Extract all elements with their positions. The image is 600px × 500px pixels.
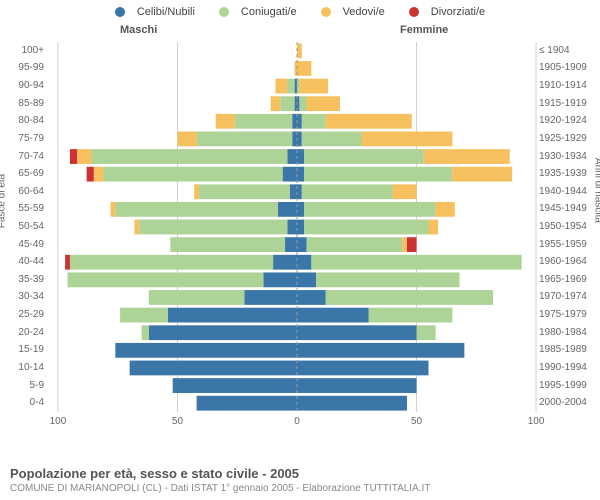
chart-title-block: Popolazione per età, sesso e stato civil… <box>10 466 590 494</box>
x-tick-label: 0 <box>294 416 300 427</box>
legend-item: Coniugati/e <box>213 6 303 18</box>
legend-label: Celibi/Nubili <box>137 6 195 18</box>
birth-year-label: 1940-1944 <box>539 186 594 197</box>
age-label: 35-39 <box>6 274 44 285</box>
birth-year-label: 1905-1909 <box>539 62 594 73</box>
birth-year-label: 1950-1954 <box>539 221 594 232</box>
age-label: 85-89 <box>6 98 44 109</box>
birth-year-label: 2000-2004 <box>539 397 594 408</box>
x-tick-label: 50 <box>411 416 422 427</box>
age-label: 55-59 <box>6 203 44 214</box>
birth-year-label: 1915-1919 <box>539 98 594 109</box>
age-label: 10-14 <box>6 362 44 373</box>
age-label: 100+ <box>6 45 44 56</box>
age-label: 5-9 <box>6 380 44 391</box>
birth-year-label: 1925-1929 <box>539 133 594 144</box>
legend-item: Divorziati/e <box>403 6 491 18</box>
population-pyramid <box>46 42 548 440</box>
age-label: 40-44 <box>6 256 44 267</box>
x-tick-label: 100 <box>528 416 545 427</box>
legend-swatch <box>115 7 125 17</box>
birth-year-label: 1920-1924 <box>539 115 594 126</box>
birth-year-label: 1935-1939 <box>539 168 594 179</box>
age-label: 90-94 <box>6 80 44 91</box>
birth-year-label: ≤ 1904 <box>539 45 594 56</box>
legend-item: Vedovi/e <box>315 6 391 18</box>
age-label: 60-64 <box>6 186 44 197</box>
birth-year-label: 1980-1984 <box>539 327 594 338</box>
birth-year-label: 1995-1999 <box>539 380 594 391</box>
legend-label: Coniugati/e <box>241 6 297 18</box>
birth-year-label: 1990-1994 <box>539 362 594 373</box>
age-label: 95-99 <box>6 62 44 73</box>
legend: Celibi/Nubili Coniugati/e Vedovi/e Divorzia… <box>0 6 600 20</box>
birth-year-label: 1970-1974 <box>539 291 594 302</box>
legend-label: Vedovi/e <box>343 6 385 18</box>
birth-year-label: 1960-1964 <box>539 256 594 267</box>
legend-item: Celibi/Nubili <box>109 6 201 18</box>
birth-year-label: 1975-1979 <box>539 309 594 320</box>
age-label: 45-49 <box>6 239 44 250</box>
legend-swatch <box>409 7 419 17</box>
age-label: 80-84 <box>6 115 44 126</box>
birth-year-label: 1945-1949 <box>539 203 594 214</box>
age-label: 65-69 <box>6 168 44 179</box>
age-label: 25-29 <box>6 309 44 320</box>
age-label: 30-34 <box>6 291 44 302</box>
age-label: 15-19 <box>6 344 44 355</box>
birth-year-label: 1910-1914 <box>539 80 594 91</box>
legend-label: Divorziati/e <box>431 6 485 18</box>
age-label: 20-24 <box>6 327 44 338</box>
legend-swatch <box>219 7 229 17</box>
age-label: 0-4 <box>6 397 44 408</box>
age-label: 50-54 <box>6 221 44 232</box>
birth-year-label: 1955-1959 <box>539 239 594 250</box>
age-label: 70-74 <box>6 151 44 162</box>
legend-swatch <box>321 7 331 17</box>
chart-headers: Maschi Femmine <box>0 24 600 40</box>
header-females: Femmine <box>400 24 448 36</box>
age-label: 75-79 <box>6 133 44 144</box>
birth-year-label: 1930-1934 <box>539 151 594 162</box>
x-tick-label: 100 <box>50 416 67 427</box>
birth-year-label: 1965-1969 <box>539 274 594 285</box>
chart-subtitle: COMUNE DI MARIANOPOLI (CL) - Dati ISTAT … <box>10 483 590 494</box>
header-males: Maschi <box>120 24 157 36</box>
chart-title: Popolazione per età, sesso e stato civil… <box>10 466 590 481</box>
birth-year-label: 1985-1989 <box>539 344 594 355</box>
x-tick-label: 50 <box>172 416 183 427</box>
